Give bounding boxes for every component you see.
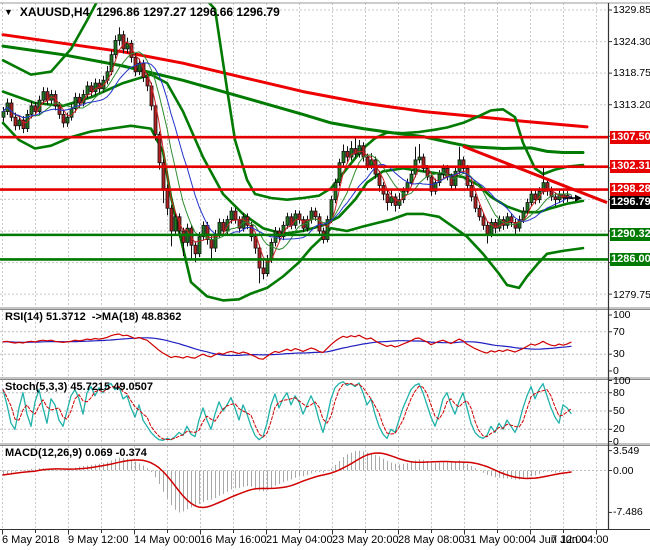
level-lines — [0, 135, 608, 261]
rsi-axis-label: 0 — [613, 365, 619, 377]
price-tick-label: 1324.30 — [613, 35, 650, 48]
panel-borders — [0, 2, 650, 530]
price-badge-support: 1286.00 — [610, 252, 650, 266]
stoch-axis-label: 80 — [613, 386, 625, 399]
rsi-axis-label: 30 — [613, 348, 625, 361]
bollinger-upper-line — [1, 3, 585, 201]
overlay-lines — [1, 3, 589, 302]
time-tick-label: 23 May 20:00 — [332, 534, 399, 546]
rsi-axis-label: 70 — [613, 325, 625, 338]
long-red-ma-line — [1, 33, 589, 129]
time-tick-label: 21 May 04:00 — [266, 534, 333, 546]
macd-signal-line — [2, 452, 572, 509]
price-tick-label: 1279.75 — [613, 289, 650, 301]
rsi-ma-line — [2, 337, 572, 357]
chart-ohlc-values: 1296.86 1297.27 1296.66 1296.79 — [96, 5, 280, 19]
chart-title: XAUUSD,H4 — [19, 5, 90, 19]
time-tick-label: 16 May 16:00 — [200, 534, 267, 546]
macd-label: MACD(12,26,9) 0.069 -0.374 — [5, 447, 147, 459]
time-tick-label: 7 Jun 04:00 — [551, 534, 609, 546]
time-tick-label: 9 May 12:00 — [68, 534, 129, 546]
macd-axis-label: 0.00 — [613, 464, 634, 477]
stoch-chart — [0, 381, 608, 441]
current-price-arrow — [563, 194, 582, 202]
macd-chart — [0, 450, 608, 513]
macd-axis-label: -7.486 — [613, 506, 643, 519]
stoch-axis-label: 20 — [613, 423, 625, 436]
stoch-label: Stoch(5,3,3) 45.7215 49.0507 — [5, 381, 153, 393]
stoch-d-line — [2, 383, 572, 440]
symbol-dropdown-icon[interactable]: ▼ — [4, 7, 13, 17]
price-tick-label: 1313.20 — [613, 98, 650, 111]
thin-blue-ma — [2, 62, 572, 240]
time-tick-label: 28 May 08:00 — [398, 534, 465, 546]
time-tick-label: 14 May 00:00 — [134, 534, 201, 546]
bollinger-lower-line — [1, 121, 585, 302]
bollinger-middle-line — [1, 73, 585, 236]
price-badge-support: 1290.32 — [610, 228, 650, 242]
time-tick-label: 4 Jun 12:00 — [530, 534, 588, 546]
stoch-axis-label: 100 — [613, 374, 631, 387]
thin-red-ma — [2, 41, 572, 263]
time-tick-label: 31 May 00:00 — [464, 534, 531, 546]
price-tick-label: 1329.85 — [613, 4, 650, 16]
price-tick-label: 1318.75 — [613, 67, 650, 80]
price-badge-current: 1296.79 — [610, 196, 650, 210]
stoch-axis-label: 50 — [613, 405, 625, 417]
price-badge-resistance: 1307.50 — [610, 130, 650, 144]
price-badge-resistance: 1298.28 — [610, 183, 650, 197]
candles-layer — [1, 27, 574, 284]
rsi-label: RSI(14) 51.3712 ->MA(18) 48.8362 — [5, 311, 182, 323]
thin-green-ma — [2, 51, 572, 250]
rsi-axis-label: 100 — [613, 309, 631, 321]
thin-ma-lines — [2, 41, 572, 263]
trendline — [462, 144, 608, 204]
stoch-axis-label: 0 — [613, 435, 619, 448]
price-badge-resistance: 1302.31 — [610, 160, 650, 174]
rsi-line — [2, 333, 572, 360]
rsi-chart — [0, 331, 608, 360]
time-tick-label: 6 May 2018 — [2, 534, 60, 546]
macd-axis-label: 3.549 — [613, 444, 640, 457]
chart-title-row: ▼ XAUUSD,H4 1296.86 1297.27 1296.66 1296… — [4, 5, 280, 19]
